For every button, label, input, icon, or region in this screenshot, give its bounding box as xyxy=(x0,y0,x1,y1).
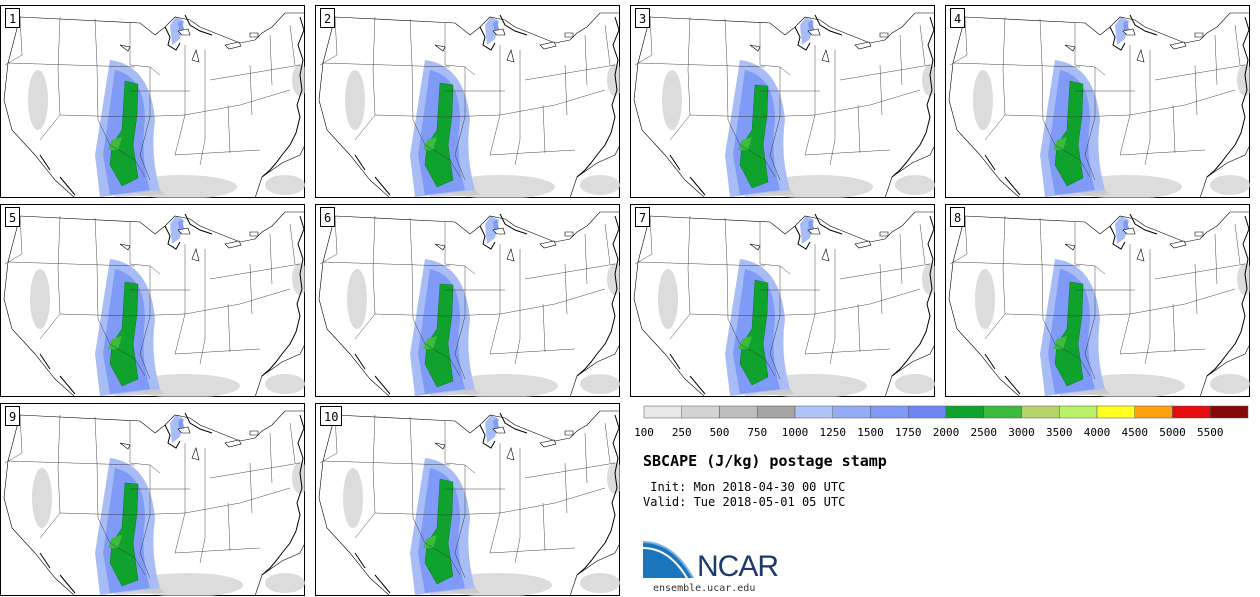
colorbar-tick-label: 1750 xyxy=(895,426,922,439)
colorbar-swatch xyxy=(983,405,1022,419)
logo-text: NCAR xyxy=(697,550,779,583)
member-panel: 9 xyxy=(0,403,305,596)
colorbar xyxy=(643,405,1249,419)
colorbar-tick-label: 1500 xyxy=(857,426,884,439)
member-number: 6 xyxy=(320,207,336,227)
member-number: 2 xyxy=(320,8,336,28)
member-map xyxy=(315,5,620,198)
member-panel: 6 xyxy=(315,204,620,397)
member-map xyxy=(0,403,305,596)
member-number: 7 xyxy=(635,207,651,227)
colorbar-swatch xyxy=(1134,405,1173,419)
colorbar-tick-label: 750 xyxy=(747,426,768,439)
member-number: 5 xyxy=(5,207,21,227)
colorbar-swatch xyxy=(832,405,871,419)
member-panel: 10 xyxy=(315,403,620,596)
colorbar-swatch xyxy=(757,405,796,419)
colorbar-swatch xyxy=(1210,405,1249,419)
member-number: 4 xyxy=(950,8,966,28)
member-map xyxy=(945,5,1250,198)
member-number: 1 xyxy=(5,8,21,28)
member-number: 10 xyxy=(320,406,343,426)
member-number: 3 xyxy=(635,8,651,28)
colorbar-swatch xyxy=(870,405,909,419)
member-panel: 8 xyxy=(945,204,1250,397)
site-url: ensemble.ucar.edu xyxy=(653,583,756,594)
member-panel: 4 xyxy=(945,5,1250,198)
colorbar-swatch xyxy=(908,405,947,419)
member-map xyxy=(315,403,620,596)
member-number: 8 xyxy=(950,207,966,227)
colorbar-swatch xyxy=(643,405,682,419)
colorbar-swatch xyxy=(1059,405,1098,419)
plot-title: SBCAPE (J/kg) postage stamp xyxy=(643,452,887,470)
member-map xyxy=(0,5,305,198)
colorbar-tick-label: 5000 xyxy=(1159,426,1186,439)
ncar-logo-icon xyxy=(643,541,694,579)
colorbar-tick-label: 4000 xyxy=(1083,426,1111,439)
member-map xyxy=(945,204,1250,397)
member-map xyxy=(630,204,935,397)
member-panel: 1 xyxy=(0,5,305,198)
member-panel: 7 xyxy=(630,204,935,397)
member-panel: 2 xyxy=(315,5,620,198)
member-number: 9 xyxy=(5,406,21,426)
colorbar-tick-label: 1250 xyxy=(819,426,847,439)
colorbar-tick-label: 2500 xyxy=(970,426,998,439)
colorbar-swatch xyxy=(719,405,758,419)
colorbar-tick-label: 500 xyxy=(709,426,730,439)
colorbar-tick-label: 1000 xyxy=(781,426,809,439)
member-panel: 3 xyxy=(630,5,935,198)
colorbar-swatch xyxy=(1172,405,1211,419)
member-map xyxy=(0,204,305,397)
colorbar-tick-label: 4500 xyxy=(1121,426,1149,439)
colorbar-swatch xyxy=(681,405,720,419)
colorbar-tick-label: 3500 xyxy=(1046,426,1073,439)
colorbar-swatch xyxy=(1021,405,1060,419)
colorbar-swatch xyxy=(945,405,984,419)
valid-time: Valid: Tue 2018-05-01 05 UTC xyxy=(643,495,846,509)
colorbar-swatch xyxy=(794,405,833,419)
colorbar-tick-label: 2000 xyxy=(932,426,960,439)
colorbar-swatch xyxy=(1096,405,1135,419)
init-time: Init: Mon 2018-04-30 00 UTC xyxy=(643,480,846,494)
colorbar-tick-label: 3000 xyxy=(1008,426,1035,439)
colorbar-tick-label: 250 xyxy=(671,426,692,439)
colorbar-tick-label: 5500 xyxy=(1197,426,1224,439)
member-panel: 5 xyxy=(0,204,305,397)
colorbar-tick-label: 100 xyxy=(634,426,654,439)
member-map xyxy=(315,204,620,397)
member-map xyxy=(630,5,935,198)
